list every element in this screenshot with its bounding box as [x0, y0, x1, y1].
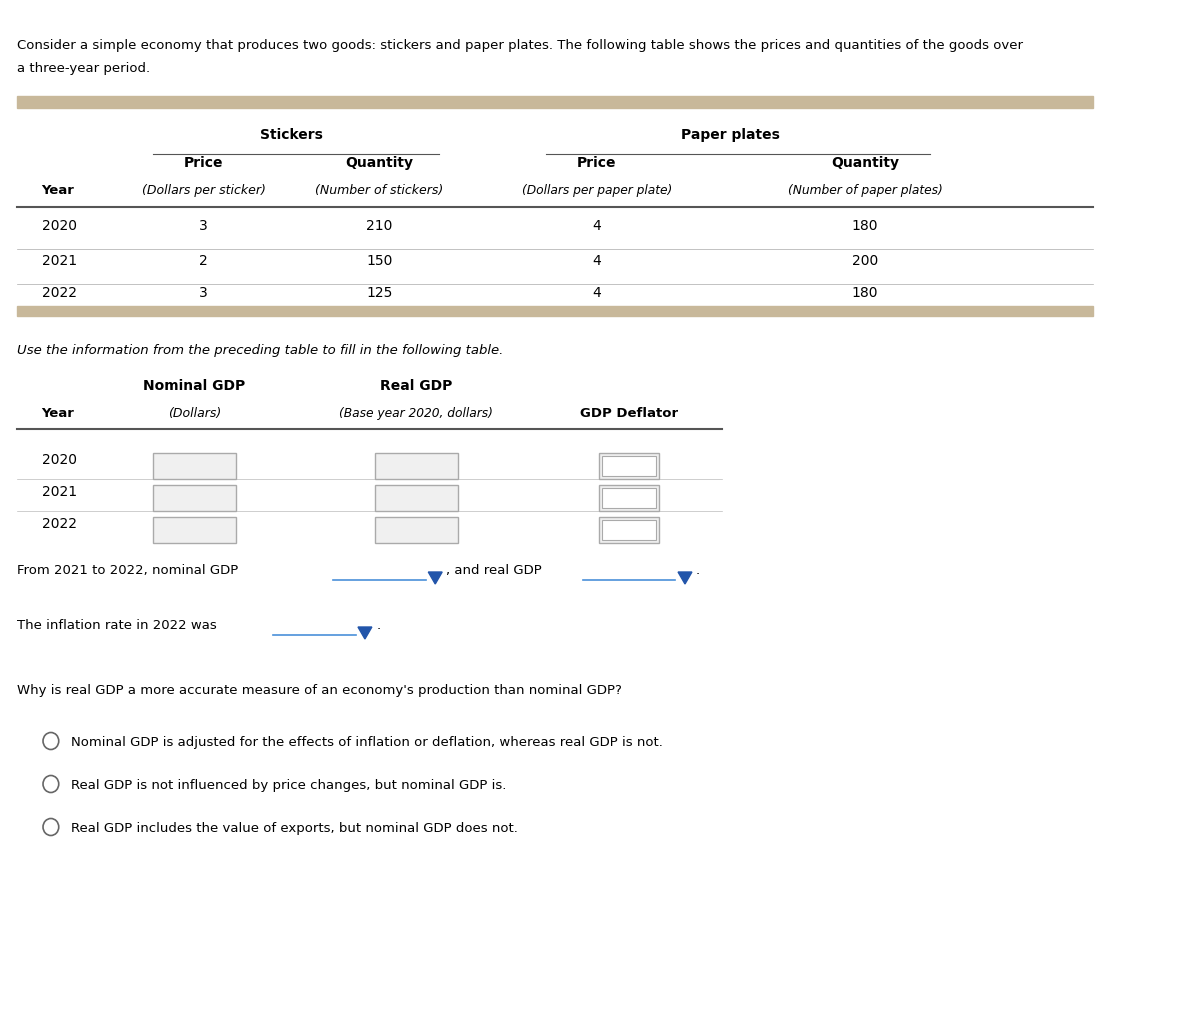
Text: (Number of paper plates): (Number of paper plates) — [787, 184, 942, 197]
Text: 150: 150 — [366, 254, 392, 268]
Text: 180: 180 — [852, 219, 878, 233]
Text: 180: 180 — [852, 286, 878, 300]
Text: (Dollars per paper plate): (Dollars per paper plate) — [522, 184, 672, 197]
Bar — [374, 517, 458, 543]
Text: 4: 4 — [593, 219, 601, 233]
Text: 4: 4 — [593, 286, 601, 300]
Text: Real GDP is not influenced by price changes, but nominal GDP is.: Real GDP is not influenced by price chan… — [71, 779, 506, 792]
Text: a three-year period.: a three-year period. — [17, 62, 150, 75]
Text: Consider a simple economy that produces two goods: stickers and paper plates. Th: Consider a simple economy that produces … — [17, 39, 1022, 52]
Text: (Base year 2020, dollars): (Base year 2020, dollars) — [340, 407, 493, 420]
Bar — [601, 488, 656, 508]
Text: The inflation rate in 2022 was: The inflation rate in 2022 was — [17, 618, 216, 632]
Text: Paper plates: Paper plates — [682, 128, 780, 142]
Text: Quantity: Quantity — [830, 156, 899, 170]
Text: From 2021 to 2022, nominal GDP: From 2021 to 2022, nominal GDP — [17, 564, 238, 577]
Text: Year: Year — [42, 407, 74, 420]
Text: Use the information from the preceding table to fill in the following table.: Use the information from the preceding t… — [17, 344, 503, 357]
Circle shape — [43, 818, 59, 836]
Text: 200: 200 — [852, 254, 878, 268]
Circle shape — [43, 732, 59, 750]
Text: 2022: 2022 — [42, 286, 77, 300]
Bar — [601, 520, 656, 540]
Polygon shape — [678, 572, 692, 584]
Polygon shape — [358, 627, 372, 639]
Text: Nominal GDP is adjusted for the effects of inflation or deflation, whereas real : Nominal GDP is adjusted for the effects … — [71, 736, 664, 749]
Text: 3: 3 — [199, 219, 208, 233]
Bar — [374, 453, 458, 479]
Text: 2022: 2022 — [42, 517, 77, 531]
Text: Quantity: Quantity — [346, 156, 413, 170]
Bar — [152, 517, 236, 543]
Text: .: . — [377, 618, 380, 632]
Text: 2021: 2021 — [42, 485, 77, 499]
Text: 2020: 2020 — [42, 453, 77, 467]
Polygon shape — [428, 572, 442, 584]
Text: , and real GDP: , and real GDP — [446, 564, 541, 577]
Text: Nominal GDP: Nominal GDP — [143, 379, 245, 393]
Text: Real GDP: Real GDP — [380, 379, 452, 393]
Text: Stickers: Stickers — [260, 128, 323, 142]
Text: 210: 210 — [366, 219, 392, 233]
Text: Year: Year — [42, 184, 74, 197]
Text: GDP Deflator: GDP Deflator — [580, 407, 678, 420]
Text: .: . — [696, 564, 700, 577]
Text: 3: 3 — [199, 286, 208, 300]
Bar — [599, 517, 659, 543]
Bar — [152, 485, 236, 511]
Bar — [601, 456, 656, 476]
Text: Price: Price — [577, 156, 617, 170]
Bar — [152, 453, 236, 479]
Circle shape — [43, 775, 59, 793]
Text: Price: Price — [184, 156, 223, 170]
Text: 2021: 2021 — [42, 254, 77, 268]
Bar — [599, 453, 659, 479]
Bar — [374, 485, 458, 511]
Text: 125: 125 — [366, 286, 392, 300]
Text: (Number of stickers): (Number of stickers) — [316, 184, 443, 197]
Text: (Dollars): (Dollars) — [168, 407, 221, 420]
Bar — [599, 485, 659, 511]
Text: 2: 2 — [199, 254, 208, 268]
Text: Why is real GDP a more accurate measure of an economy's production than nominal : Why is real GDP a more accurate measure … — [17, 684, 622, 697]
Text: (Dollars per sticker): (Dollars per sticker) — [142, 184, 265, 197]
Bar — [17, 96, 1093, 108]
Text: 2020: 2020 — [42, 219, 77, 233]
Text: 4: 4 — [593, 254, 601, 268]
Bar — [17, 306, 1093, 316]
Text: Real GDP includes the value of exports, but nominal GDP does not.: Real GDP includes the value of exports, … — [71, 822, 518, 835]
